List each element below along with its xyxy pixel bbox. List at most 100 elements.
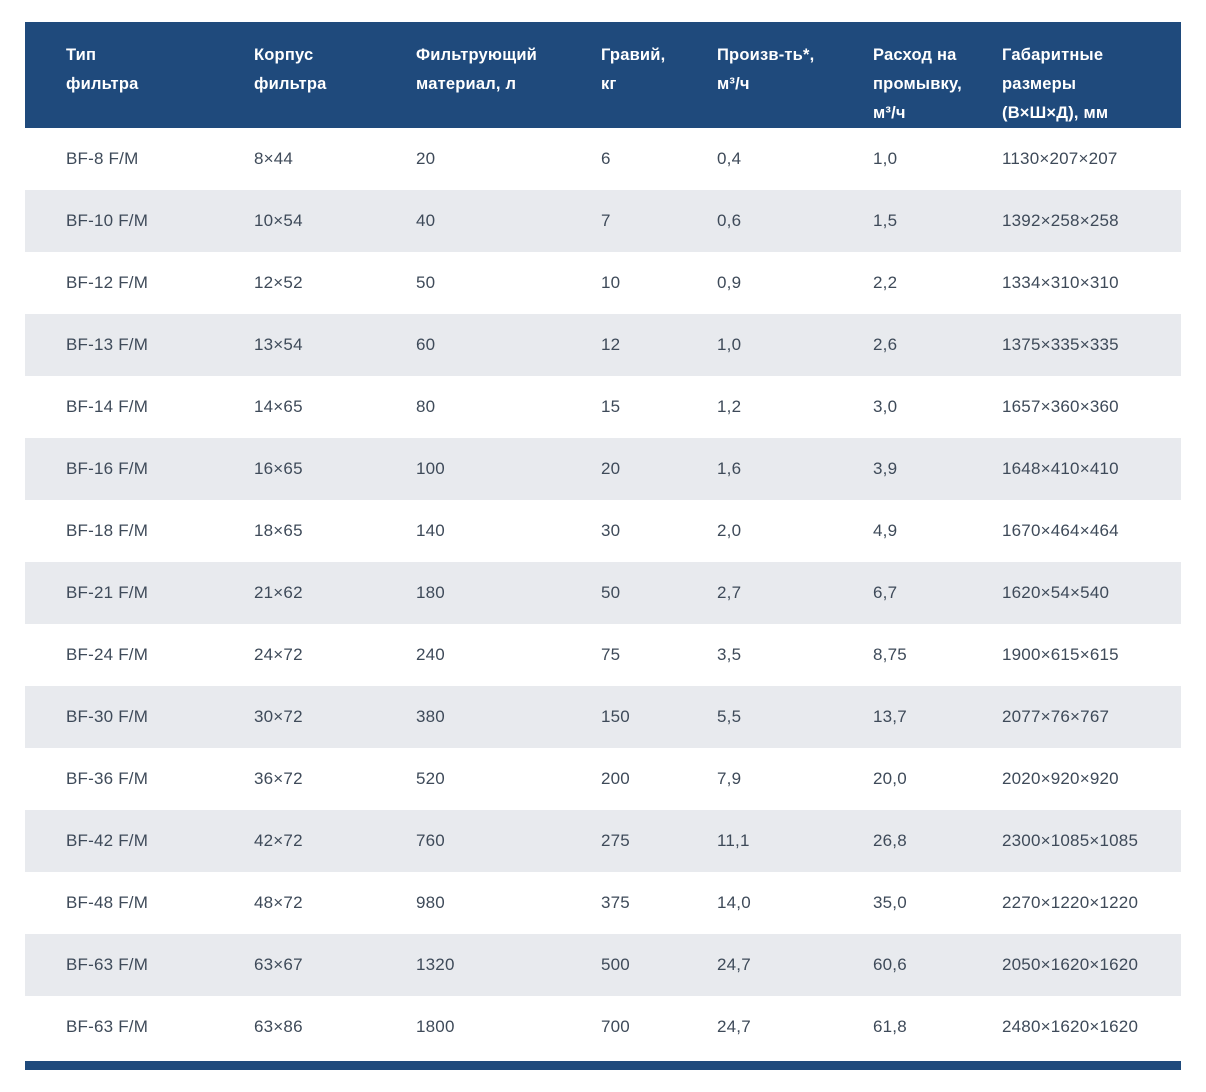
table-cell: 63×67 (254, 955, 303, 974)
table-cell: 380 (416, 707, 445, 726)
table-cell: 50 (601, 583, 621, 602)
table-cell: 24,7 (717, 955, 751, 974)
table-row: BF-14 F/M 14×65 80 15 1,2 3,0 1657×360×360 (25, 376, 1181, 438)
table-cell: 63×86 (254, 1017, 303, 1036)
table-cell: 3,5 (717, 645, 742, 664)
table-cell: 11,1 (717, 831, 750, 850)
table-cell: 1657×360×360 (1002, 397, 1119, 416)
table-cell: 2050×1620×1620 (1002, 955, 1139, 974)
table-cell: BF-18 F/M (66, 521, 149, 540)
table-cell: 275 (601, 831, 630, 850)
table-cell: BF-30 F/M (66, 707, 149, 726)
table-cell: 5,5 (717, 707, 742, 726)
column-header: Произв-ть*, м³/ч (717, 22, 873, 128)
table-row: BF-10 F/M 10×54 40 7 0,6 1,5 1392×258×258 (25, 190, 1181, 252)
table-cell: 18×65 (254, 521, 303, 540)
table-row: BF-8 F/M 8×44 20 6 0,4 1,0 1130×207×207 (25, 128, 1181, 190)
table-cell: 2300×1085×1085 (1002, 831, 1139, 850)
table-cell: 200 (601, 769, 630, 788)
table-cell: 1375×335×335 (1002, 335, 1119, 354)
table-cell: 60 (416, 335, 436, 354)
column-header: Расход на промывку, м³/ч (873, 22, 1002, 128)
table-cell: BF-63 F/M (66, 1017, 149, 1036)
column-header: Габаритные размеры (В×Ш×Д), мм (1002, 22, 1181, 128)
table-cell: 700 (601, 1017, 630, 1036)
table-cell: 6,7 (873, 583, 898, 602)
table-cell: 100 (416, 459, 445, 478)
table-cell: 2,0 (717, 521, 742, 540)
table-cell: 6 (601, 149, 611, 168)
table-cell: 24×72 (254, 645, 303, 664)
table-cell: 2020×920×920 (1002, 769, 1119, 788)
table-bottom-accent-bar (25, 1061, 1181, 1070)
table-header: Тип фильтра Корпус фильтра Фильтрующий мат… (25, 22, 1181, 128)
table-cell: 20 (601, 459, 621, 478)
table-cell: 140 (416, 521, 445, 540)
table-cell: 80 (416, 397, 436, 416)
table-cell: 3,9 (873, 459, 898, 478)
table-cell: 20,0 (873, 769, 907, 788)
table-row: BF-63 F/M 63×86 1800 700 24,7 61,8 2480×1620×1… (25, 996, 1181, 1058)
table-cell: 13,7 (873, 707, 907, 726)
table-cell: 1,2 (717, 397, 742, 416)
table-cell: 13×54 (254, 335, 303, 354)
table-row: BF-12 F/M 12×52 50 10 0,9 2,2 1334×310×310 (25, 252, 1181, 314)
column-header: Тип фильтра (25, 22, 254, 128)
table-cell: 1,6 (717, 459, 742, 478)
table-cell: 1620×54×540 (1002, 583, 1110, 602)
table-cell: 375 (601, 893, 630, 912)
table-cell: 520 (416, 769, 445, 788)
table-cell: BF-13 F/M (66, 335, 149, 354)
table-cell: 1334×310×310 (1002, 273, 1119, 292)
table-row: BF-21 F/M 21×62 180 50 2,7 6,7 1620×54×540 (25, 562, 1181, 624)
table-cell: BF-21 F/M (66, 583, 149, 602)
table-row: BF-42 F/M 42×72 760 275 11,1 26,8 2300×1085×10… (25, 810, 1181, 872)
table-row: BF-16 F/M 16×65 100 20 1,6 3,9 1648×410×410 (25, 438, 1181, 500)
table-cell: BF-48 F/M (66, 893, 149, 912)
table-cell: 40 (416, 211, 436, 230)
table-cell: 7 (601, 211, 611, 230)
table-cell: 16×65 (254, 459, 303, 478)
table-cell: 24,7 (717, 1017, 751, 1036)
table-cell: 2,2 (873, 273, 898, 292)
table-cell: 42×72 (254, 831, 303, 850)
table-cell: 50 (416, 273, 436, 292)
table-row: BF-36 F/M 36×72 520 200 7,9 20,0 2020×920×920 (25, 748, 1181, 810)
table-cell: BF-10 F/M (66, 211, 149, 230)
table-cell: BF-8 F/M (66, 149, 139, 168)
table-cell: 60,6 (873, 955, 907, 974)
table-cell: 4,9 (873, 521, 898, 540)
table-cell: 1670×464×464 (1002, 521, 1119, 540)
table-cell: 3,0 (873, 397, 898, 416)
table-row: BF-30 F/M 30×72 380 150 5,5 13,7 2077×76×767 (25, 686, 1181, 748)
filter-specs-table: Тип фильтра Корпус фильтра Фильтрующий мат… (25, 22, 1181, 1058)
table-cell: BF-42 F/M (66, 831, 149, 850)
table-cell: 240 (416, 645, 445, 664)
table-cell: 0,6 (717, 211, 742, 230)
table-cell: 180 (416, 583, 445, 602)
table-cell: 26,8 (873, 831, 907, 850)
column-header: Гравий, кг (601, 22, 717, 128)
table-cell: 12 (601, 335, 621, 354)
table-cell: BF-63 F/M (66, 955, 149, 974)
table-cell: 10 (601, 273, 621, 292)
table-cell: BF-36 F/M (66, 769, 149, 788)
table-cell: 14×65 (254, 397, 303, 416)
table-cell: 500 (601, 955, 630, 974)
table-row: BF-13 F/M 13×54 60 12 1,0 2,6 1375×335×335 (25, 314, 1181, 376)
table-cell: 2270×1220×1220 (1002, 893, 1139, 912)
table-cell: 48×72 (254, 893, 303, 912)
table-cell: 1130×207×207 (1002, 149, 1118, 168)
table-cell: 2,7 (717, 583, 742, 602)
table-cell: 1800 (416, 1017, 455, 1036)
table-cell: 1,5 (873, 211, 898, 230)
table-row: BF-24 F/M 24×72 240 75 3,5 8,75 1900×615×615 (25, 624, 1181, 686)
table-cell: 30×72 (254, 707, 303, 726)
table-cell: 7,9 (717, 769, 742, 788)
table-cell: 980 (416, 893, 445, 912)
table-cell: 12×52 (254, 273, 303, 292)
column-header: Корпус фильтра (254, 22, 416, 128)
table-cell: 1,0 (717, 335, 742, 354)
table-cell: BF-12 F/M (66, 273, 149, 292)
table-cell: 36×72 (254, 769, 303, 788)
